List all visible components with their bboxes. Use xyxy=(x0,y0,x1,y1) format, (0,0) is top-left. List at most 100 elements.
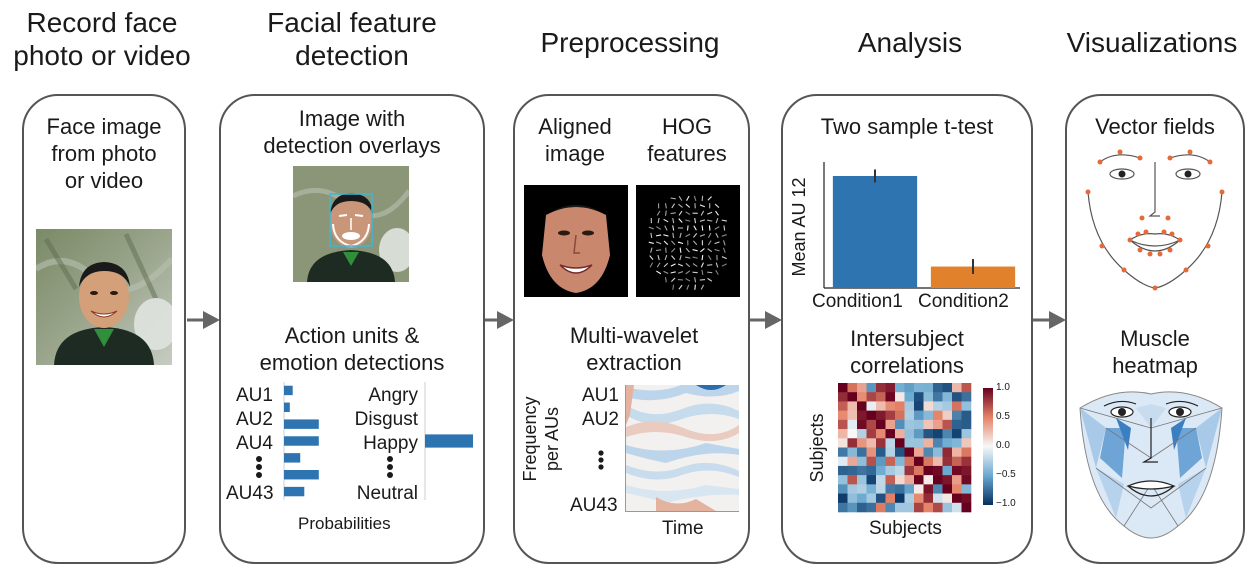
hog-cell xyxy=(679,196,682,200)
isc-xlabel: Subjects xyxy=(869,517,942,540)
isc-cell xyxy=(905,392,915,402)
hog-cell xyxy=(715,227,719,230)
isc-cell xyxy=(933,494,943,504)
hog-cell xyxy=(686,271,690,274)
au-bar xyxy=(284,470,319,479)
isc-cell xyxy=(943,411,953,421)
isc-cell xyxy=(886,448,896,458)
isc-cell xyxy=(952,503,962,513)
isc-cell xyxy=(914,429,924,439)
isc-cell xyxy=(867,457,877,467)
isc-cell xyxy=(848,420,858,430)
isc-cell xyxy=(943,401,953,411)
hog-cell xyxy=(651,248,652,253)
emotion-bar xyxy=(425,434,473,447)
isc-cell xyxy=(933,429,943,439)
hog-cell xyxy=(707,272,712,273)
wavelet-row-au1: AU1 xyxy=(582,384,619,407)
hog-cell xyxy=(671,198,676,199)
hog-cell xyxy=(665,255,667,260)
isc-cell xyxy=(943,457,953,467)
au-bar xyxy=(284,419,319,428)
isc-cell xyxy=(905,484,915,494)
isc-cell xyxy=(962,494,972,504)
isc-cell xyxy=(857,494,867,504)
isc-cell xyxy=(933,411,943,421)
isc-cell xyxy=(886,411,896,421)
isc-cell xyxy=(952,392,962,402)
isc-cell xyxy=(895,411,905,421)
emotion-bar-chart xyxy=(424,382,476,500)
hog-cell xyxy=(672,204,675,208)
detection-overlay-caption-line1: Image with xyxy=(222,105,482,132)
hog-cell xyxy=(687,225,688,230)
isc-cell xyxy=(867,466,877,476)
stage-title-preprocessing-line1: Preprocessing xyxy=(520,26,740,59)
isc-cell xyxy=(962,411,972,421)
hog-cell xyxy=(671,248,675,252)
isc-cell xyxy=(895,429,905,439)
au-emotion-caption-line1: Action units & xyxy=(222,322,482,349)
wavelet-ylabel-line2: per AUs xyxy=(541,374,563,504)
hog-cell xyxy=(715,242,720,244)
isc-cell xyxy=(924,448,934,458)
isc-cell xyxy=(886,457,896,467)
isc-cell xyxy=(943,466,953,476)
hog-cell xyxy=(665,277,666,282)
isc-cell xyxy=(952,401,962,411)
emotion-label-happy: Happy xyxy=(340,432,418,455)
hog-cell xyxy=(664,241,668,245)
hog-cell xyxy=(678,264,683,266)
isc-cell xyxy=(867,438,877,448)
isc-cell xyxy=(962,420,972,430)
isc-cell xyxy=(905,494,915,504)
isc-cell xyxy=(867,411,877,421)
isc-cell xyxy=(962,392,972,402)
isc-cell xyxy=(857,457,867,467)
hog-cell xyxy=(678,272,683,274)
isc-cell xyxy=(857,392,867,402)
isc-cell xyxy=(876,484,886,494)
isc-cell xyxy=(867,448,877,458)
isc-cell xyxy=(848,457,858,467)
isc-cell xyxy=(886,383,896,393)
isc-cell xyxy=(848,392,858,402)
colorbar-tick-m05: −0.5 xyxy=(996,469,1016,480)
isc-cell xyxy=(962,466,972,476)
hog-cell xyxy=(716,270,719,274)
isc-cell xyxy=(895,494,905,504)
au-bar xyxy=(284,386,293,395)
isc-cell xyxy=(924,438,934,448)
isc-caption-line1: Intersubject xyxy=(784,325,1030,352)
isc-cell xyxy=(943,475,953,485)
hog-cell xyxy=(679,211,682,215)
hog-cell xyxy=(679,285,682,289)
isc-cell xyxy=(886,392,896,402)
isc-cell xyxy=(848,503,858,513)
isc-cell xyxy=(876,438,886,448)
au-label-au43: AU43 xyxy=(226,482,274,505)
isc-cell xyxy=(838,484,848,494)
isc-cell xyxy=(952,475,962,485)
hog-cell xyxy=(700,234,705,236)
isc-cell xyxy=(838,383,848,393)
isc-cell xyxy=(876,401,886,411)
hog-caption-line2: features xyxy=(632,140,742,167)
wavelet-caption-line1: Multi-wavelet xyxy=(520,322,748,349)
aligned-face-image xyxy=(524,185,628,297)
hog-cell xyxy=(650,263,652,268)
isc-cell xyxy=(838,392,848,402)
isc-cell xyxy=(914,494,924,504)
isc-cell xyxy=(943,503,953,513)
hog-cell xyxy=(702,225,703,230)
ttest-bar-chart xyxy=(822,158,1020,292)
isc-cell xyxy=(838,457,848,467)
face-image-caption: Face image from photo or video xyxy=(24,113,184,194)
isc-cell xyxy=(848,438,858,448)
detection-overlay-caption-line2: detection overlays xyxy=(222,132,482,159)
isc-cell xyxy=(876,466,886,476)
isc-cell xyxy=(848,484,858,494)
isc-cell xyxy=(857,466,867,476)
wavelet-caption: Multi-wavelet extraction xyxy=(520,322,748,376)
isc-cell xyxy=(848,401,858,411)
